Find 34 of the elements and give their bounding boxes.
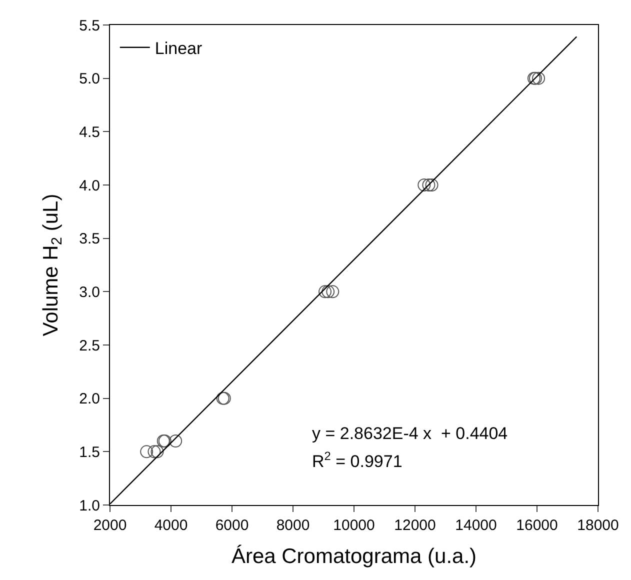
x-tick-label: 10000 [333,517,375,534]
point [326,285,340,298]
point [422,178,436,192]
y-tick-label: 4.0 [79,177,100,194]
point [532,72,546,85]
x-tick-label: 12000 [394,517,436,534]
y-tick-label: 1.0 [79,497,100,514]
point [148,445,161,458]
x-tick-label: 14000 [455,517,497,534]
point [322,285,335,298]
x-tick-label: 4000 [154,517,188,534]
y-tick-label: 5.5 [79,17,100,34]
point [140,445,154,458]
y-tick-label: 2.5 [79,337,100,354]
point [150,445,164,458]
y-tick-label: 2.0 [79,390,100,408]
x-tick-label: 18000 [577,517,619,534]
y-tick-label: 5.0 [79,70,100,88]
annotation: y = 2.8632E-4 x + 0.4404 [312,424,508,443]
point [169,434,182,448]
y-tick-label: 1.5 [79,444,100,461]
y-tick-label: 3.5 [79,230,100,248]
x-tick-label: 16000 [516,517,558,534]
point [425,178,438,192]
x-axis-title: Área Cromatograma (u.a.) [231,544,477,568]
x-tick-label: 2000 [93,517,127,534]
y-tick-label: 3.0 [79,284,100,301]
legend-label: Linear [154,38,202,58]
point [418,178,431,192]
annotation: R$^{2}$ = 0.9971 [312,449,402,472]
x-tick-label: 8000 [276,517,310,534]
y-tick-label: 4.5 [79,124,100,141]
x-tick-label: 6000 [215,517,249,534]
point [318,285,332,298]
